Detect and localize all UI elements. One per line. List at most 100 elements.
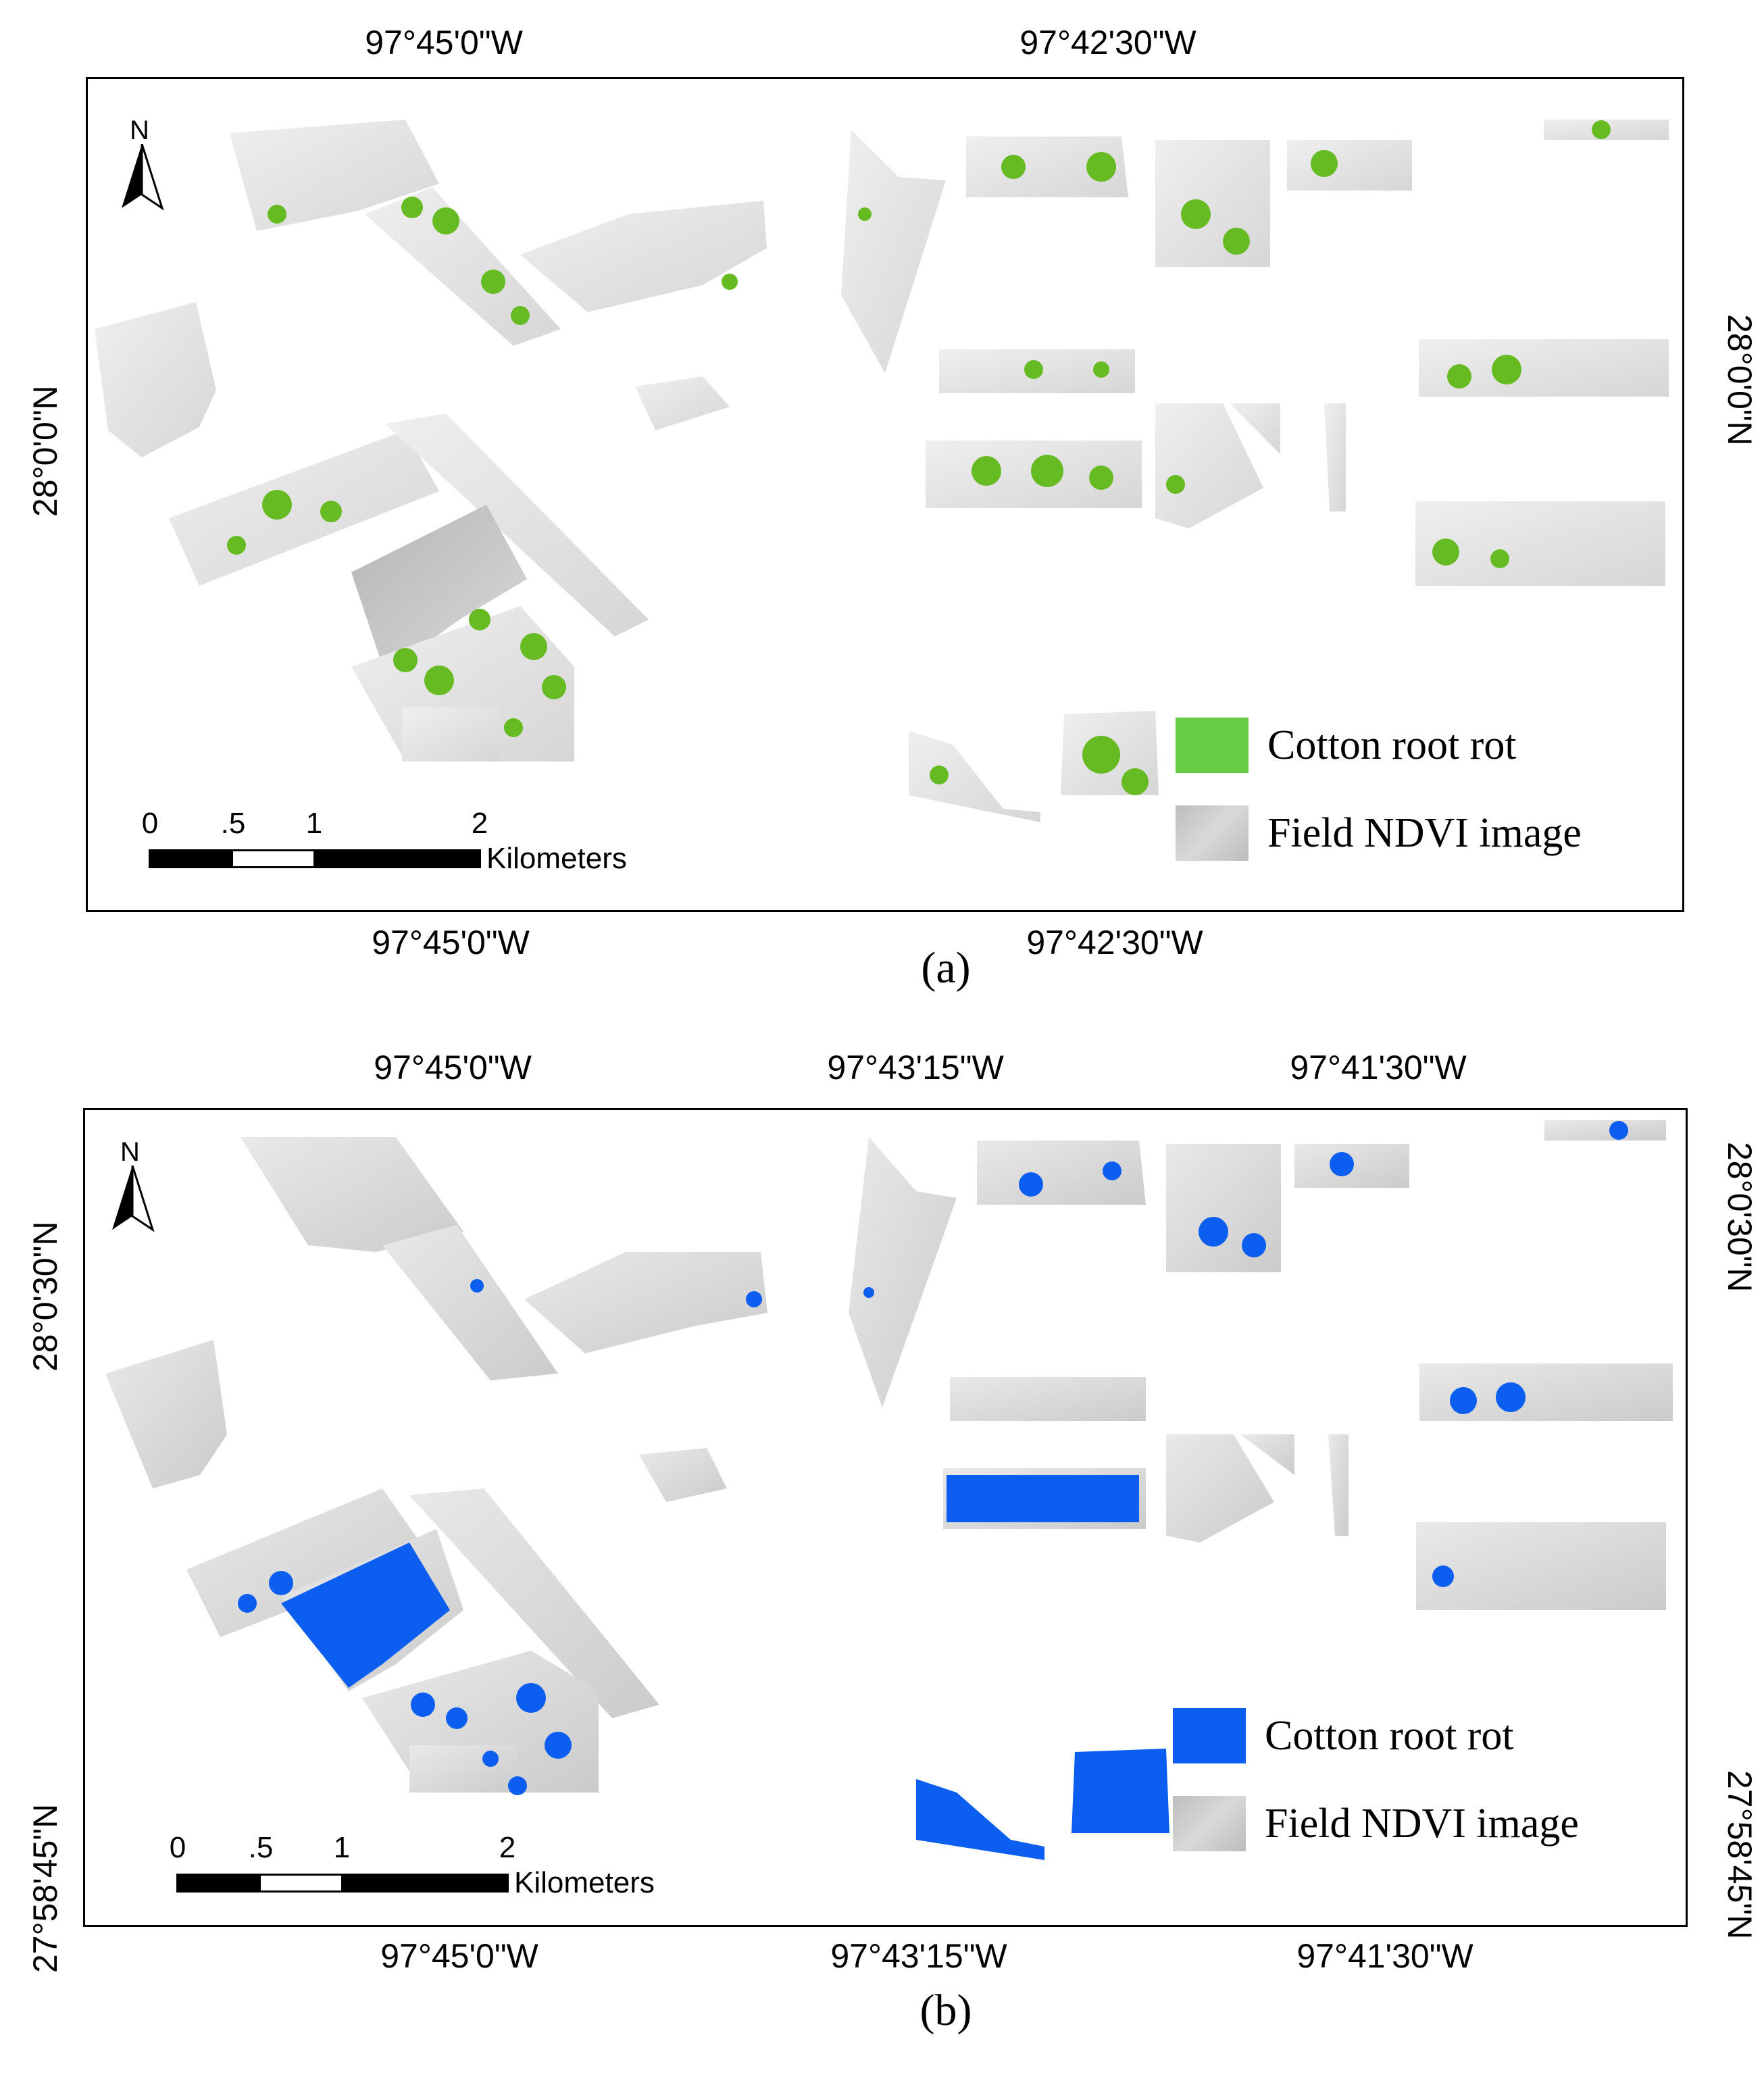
scale-bar: 0 .5 1 2 Kilometers (142, 807, 689, 883)
bottom-longitude-label: 97°42'30"W (1026, 924, 1203, 961)
panel-caption: (b) (919, 1986, 972, 2035)
scale-segment (341, 1874, 509, 1893)
rot-patch (268, 205, 286, 224)
bottom-longitude-label: 97°41'30"W (1296, 1937, 1473, 1975)
panel-caption: (a) (921, 943, 971, 993)
bottom-longitude-label: 97°45'0"W (372, 924, 530, 961)
legend-item-ndvi: Field NDVI image (1176, 805, 1582, 861)
panel-b: 97°45'0"W 97°43'15"W 97°41'30"W 28°0'30"… (0, 1041, 1764, 2079)
rot-patch (930, 766, 949, 784)
rot-patch (1122, 768, 1149, 795)
rot-patch (972, 456, 1001, 486)
rot-patch (542, 675, 566, 699)
ndvi-field (385, 414, 649, 636)
ndvi-field (950, 1377, 1146, 1421)
scale-tick-label: 2 (499, 1831, 516, 1864)
ndvi-field (1155, 140, 1270, 267)
map-frame: N 0 .5 1 2 Kilometers Cotton root rot Fi… (86, 77, 1684, 912)
root-rot-patches (238, 1121, 1628, 1860)
scale-segment (149, 849, 233, 868)
ndvi-field (1419, 1363, 1673, 1421)
legend-label-rot: Cotton root rot (1265, 1712, 1514, 1759)
ndvi-field (351, 505, 527, 674)
ndvi-field (841, 130, 946, 373)
legend-swatch-ndvi (1176, 805, 1249, 861)
rot-patch (1001, 155, 1026, 179)
scale-units-label: Kilometers (514, 1866, 655, 1899)
map-canvas (105, 1120, 1673, 1860)
rot-patch (1024, 360, 1043, 379)
ndvi-field (241, 1137, 463, 1252)
rot-patch (1223, 228, 1250, 255)
ndvi-field (1155, 403, 1263, 528)
rot-patch (1031, 455, 1063, 487)
rot-patch (516, 1683, 546, 1713)
rot-patch (238, 1594, 257, 1613)
rot-patch (393, 648, 418, 672)
scale-segment (231, 849, 316, 868)
top-longitude-label: 97°45'0"W (374, 1049, 532, 1086)
ndvi-fields (105, 1120, 1673, 1793)
rot-patch (424, 666, 454, 695)
ndvi-field (1166, 1434, 1274, 1543)
ndvi-field (520, 201, 767, 312)
rot-patch (1242, 1233, 1266, 1257)
ndvi-field (1240, 1434, 1294, 1475)
rot-patch (508, 1776, 527, 1795)
ndvi-field (1415, 501, 1665, 586)
scale-segment (313, 849, 481, 868)
rot-patch (1089, 466, 1113, 490)
rot-patch (916, 1779, 1044, 1860)
legend-swatch-rot (1176, 718, 1249, 773)
left-latitude-label: 28°0'0"N (26, 385, 64, 517)
ndvi-field (977, 1141, 1146, 1205)
rot-patch (863, 1287, 874, 1298)
legend-swatch-ndvi (1173, 1796, 1246, 1851)
ndvi-field (1328, 1434, 1349, 1536)
scale-tick-label: 1 (305, 807, 323, 840)
scale-tick-label: 0 (169, 1831, 186, 1864)
ndvi-field (1230, 403, 1280, 454)
scale-bar: 0 .5 1 2 Kilometers (170, 1831, 717, 1907)
top-longitude-label: 97°41'30"W (1290, 1049, 1467, 1086)
rot-patch (1082, 736, 1120, 774)
rot-patch (858, 207, 872, 221)
scale-tick-label: .5 (220, 807, 246, 840)
rot-patch (947, 1475, 1139, 1522)
ndvi-field (365, 187, 561, 346)
ndvi-fields (95, 120, 1669, 822)
rot-patch (281, 1543, 450, 1688)
rot-patch (1432, 1565, 1454, 1587)
rot-patch (481, 270, 505, 294)
scale-units-label: Kilometers (486, 842, 627, 875)
ndvi-field (1166, 1144, 1281, 1272)
scale-tick-label: 0 (141, 807, 159, 840)
bottom-longitude-label: 97°45'0"W (380, 1937, 538, 1975)
left-latitude-label: 27°58'45"N (26, 1803, 64, 1973)
rot-patch (1496, 1382, 1526, 1412)
top-longitude-label: 97°45'0"W (365, 24, 523, 61)
rot-patch (1181, 199, 1211, 229)
north-label: N (120, 1137, 140, 1167)
root-rot-patches (227, 120, 1611, 795)
scale-tick-label: 1 (333, 1831, 351, 1864)
rot-patch (432, 207, 459, 234)
rot-patch (746, 1291, 762, 1307)
north-label: N (130, 116, 149, 145)
north-arrow: N (115, 117, 169, 211)
scale-segment (259, 1874, 343, 1893)
ndvi-field (635, 376, 730, 430)
rot-patch (262, 490, 292, 520)
ndvi-field (409, 1745, 518, 1793)
north-arrow: N (105, 1138, 159, 1233)
ndvi-field (95, 302, 216, 457)
rot-patch (1490, 549, 1509, 568)
rot-patch (469, 609, 490, 630)
rot-patch (1072, 1749, 1169, 1833)
top-longitude-label: 97°43'15"W (827, 1049, 1004, 1086)
right-latitude-label: 28°0'0"N (1721, 314, 1759, 446)
ndvi-field (105, 1340, 227, 1488)
rot-patch (227, 536, 246, 555)
legend-label-ndvi: Field NDVI image (1267, 809, 1582, 856)
map-canvas (95, 120, 1669, 822)
